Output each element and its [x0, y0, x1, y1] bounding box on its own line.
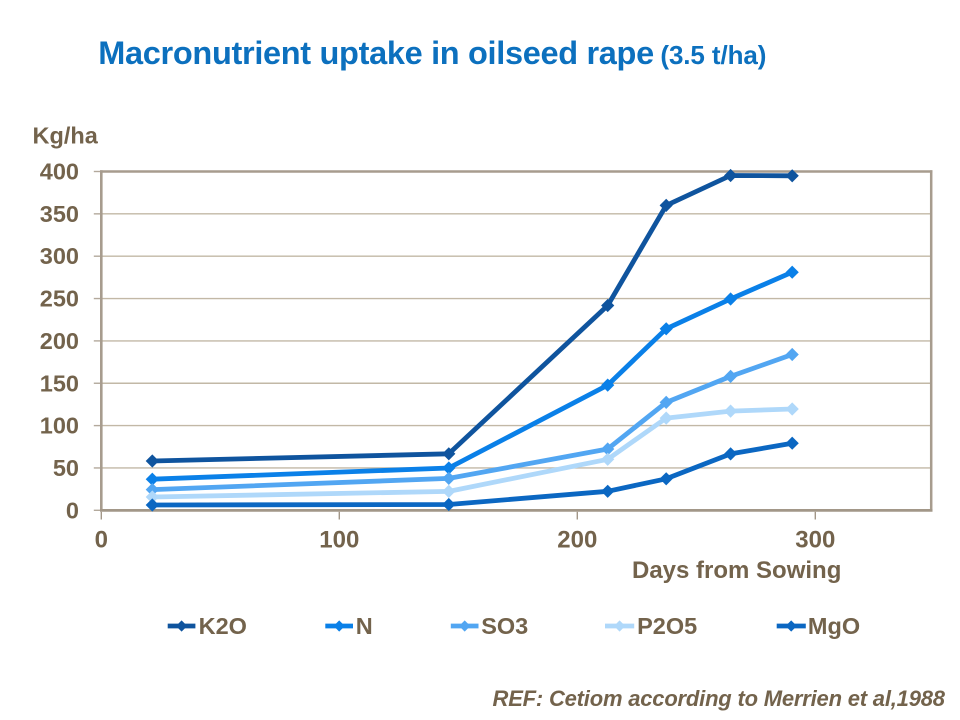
svg-text:Days from Sowing: Days from Sowing [632, 557, 841, 584]
svg-text:400: 400 [40, 159, 79, 185]
svg-text:300: 300 [40, 243, 79, 269]
svg-text:N: N [356, 613, 373, 639]
svg-text:REF: Cetiom according to Merri: REF: Cetiom according to Merrien et al,1… [493, 686, 946, 711]
svg-text:Macronutrient uptake in oilsee: Macronutrient uptake in oilseed rape [98, 35, 654, 71]
svg-text:350: 350 [40, 201, 79, 227]
svg-text:50: 50 [53, 455, 79, 481]
svg-text:0: 0 [95, 527, 108, 554]
svg-text:200: 200 [40, 328, 79, 354]
svg-text:200: 200 [557, 527, 597, 554]
svg-text:300: 300 [795, 527, 835, 554]
svg-text:0: 0 [66, 497, 79, 523]
svg-text:SO3: SO3 [481, 613, 528, 639]
svg-text:P2O5: P2O5 [637, 613, 697, 639]
svg-text:100: 100 [40, 413, 79, 439]
svg-text:Kg/ha: Kg/ha [33, 123, 99, 149]
svg-text:250: 250 [40, 286, 79, 312]
svg-text:150: 150 [40, 370, 79, 396]
svg-text:100: 100 [319, 527, 359, 554]
svg-text:MgO: MgO [808, 613, 860, 639]
svg-text:K2O: K2O [199, 613, 247, 639]
svg-text:(3.5 t/ha): (3.5 t/ha) [660, 40, 766, 70]
